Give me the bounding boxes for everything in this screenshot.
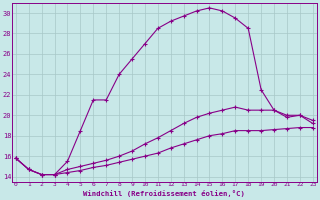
X-axis label: Windchill (Refroidissement éolien,°C): Windchill (Refroidissement éolien,°C) — [84, 190, 245, 197]
